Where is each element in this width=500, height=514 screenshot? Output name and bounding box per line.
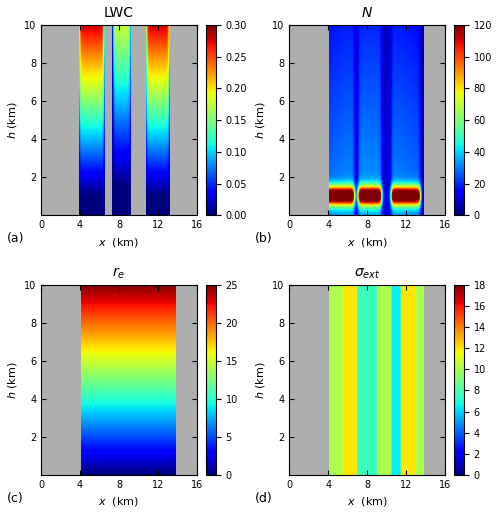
Title: $r_e$: $r_e$ (112, 265, 126, 281)
Y-axis label: $h$ (km): $h$ (km) (6, 361, 18, 399)
Title: $N$: $N$ (361, 6, 373, 20)
Y-axis label: $h$ (km): $h$ (km) (6, 101, 18, 139)
Text: (c): (c) (7, 492, 24, 505)
X-axis label: $x$  (km): $x$ (km) (98, 495, 140, 508)
Title: LWC: LWC (104, 6, 134, 20)
Text: (a): (a) (7, 232, 24, 245)
Y-axis label: $h$ (km): $h$ (km) (254, 101, 266, 139)
Y-axis label: $h$ (km): $h$ (km) (254, 361, 266, 399)
X-axis label: $x$  (km): $x$ (km) (98, 235, 140, 249)
X-axis label: $x$  (km): $x$ (km) (346, 235, 388, 249)
Title: $\sigma_{ext}$: $\sigma_{ext}$ (354, 266, 380, 281)
Text: (b): (b) (255, 232, 272, 245)
Text: (d): (d) (255, 492, 273, 505)
X-axis label: $x$  (km): $x$ (km) (346, 495, 388, 508)
